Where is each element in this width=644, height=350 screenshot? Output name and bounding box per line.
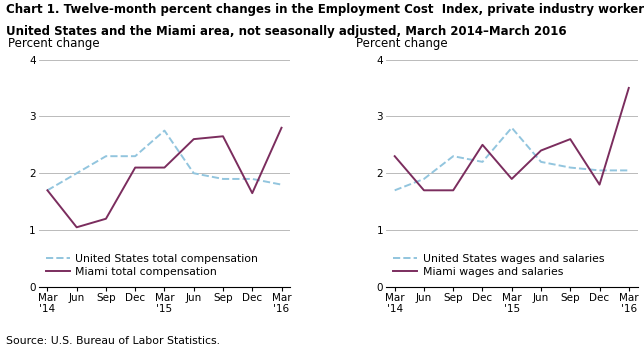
United States wages and salaries [508, 126, 516, 130]
Miami wages and salaries [596, 183, 603, 187]
United States total compensation [219, 177, 227, 181]
United States total compensation [131, 154, 139, 158]
United States total compensation [249, 177, 256, 181]
Legend: United States total compensation, Miami total compensation: United States total compensation, Miami … [44, 252, 261, 279]
Miami total compensation [102, 217, 110, 221]
Legend: United States wages and salaries, Miami wages and salaries: United States wages and salaries, Miami … [392, 252, 607, 279]
Miami wages and salaries [537, 148, 545, 153]
Miami wages and salaries [450, 188, 457, 193]
Miami total compensation [190, 137, 198, 141]
Text: Source: U.S. Bureau of Labor Statistics.: Source: U.S. Bureau of Labor Statistics. [6, 336, 220, 346]
Text: United States and the Miami area, not seasonally adjusted, March 2014–March 2016: United States and the Miami area, not se… [6, 25, 567, 37]
Miami total compensation [219, 134, 227, 138]
Miami wages and salaries [508, 177, 516, 181]
Miami total compensation [44, 188, 52, 193]
United States total compensation [102, 154, 110, 158]
Text: Percent change: Percent change [8, 37, 100, 50]
United States total compensation [190, 171, 198, 175]
United States total compensation [278, 183, 285, 187]
United States wages and salaries [478, 160, 486, 164]
Line: United States wages and salaries: United States wages and salaries [395, 128, 629, 190]
Miami total compensation [160, 166, 168, 170]
United States total compensation [44, 188, 52, 193]
Line: United States total compensation: United States total compensation [48, 131, 281, 190]
Line: Miami wages and salaries: Miami wages and salaries [395, 88, 629, 190]
Line: Miami total compensation: Miami total compensation [48, 128, 281, 227]
United States wages and salaries [566, 166, 574, 170]
United States wages and salaries [391, 188, 399, 193]
Miami total compensation [278, 126, 285, 130]
United States wages and salaries [625, 168, 632, 173]
United States wages and salaries [596, 168, 603, 173]
Miami wages and salaries [478, 143, 486, 147]
Miami wages and salaries [625, 86, 632, 90]
Text: Percent change: Percent change [355, 37, 448, 50]
Miami wages and salaries [566, 137, 574, 141]
Miami total compensation [249, 191, 256, 195]
Miami total compensation [131, 166, 139, 170]
Miami total compensation [73, 225, 80, 229]
United States wages and salaries [420, 177, 428, 181]
United States total compensation [160, 128, 168, 133]
United States total compensation [73, 171, 80, 175]
Miami wages and salaries [420, 188, 428, 193]
United States wages and salaries [537, 160, 545, 164]
United States wages and salaries [450, 154, 457, 158]
Text: Chart 1. Twelve-month percent changes in the Employment Cost  Index, private ind: Chart 1. Twelve-month percent changes in… [6, 4, 644, 16]
Miami wages and salaries [391, 154, 399, 158]
